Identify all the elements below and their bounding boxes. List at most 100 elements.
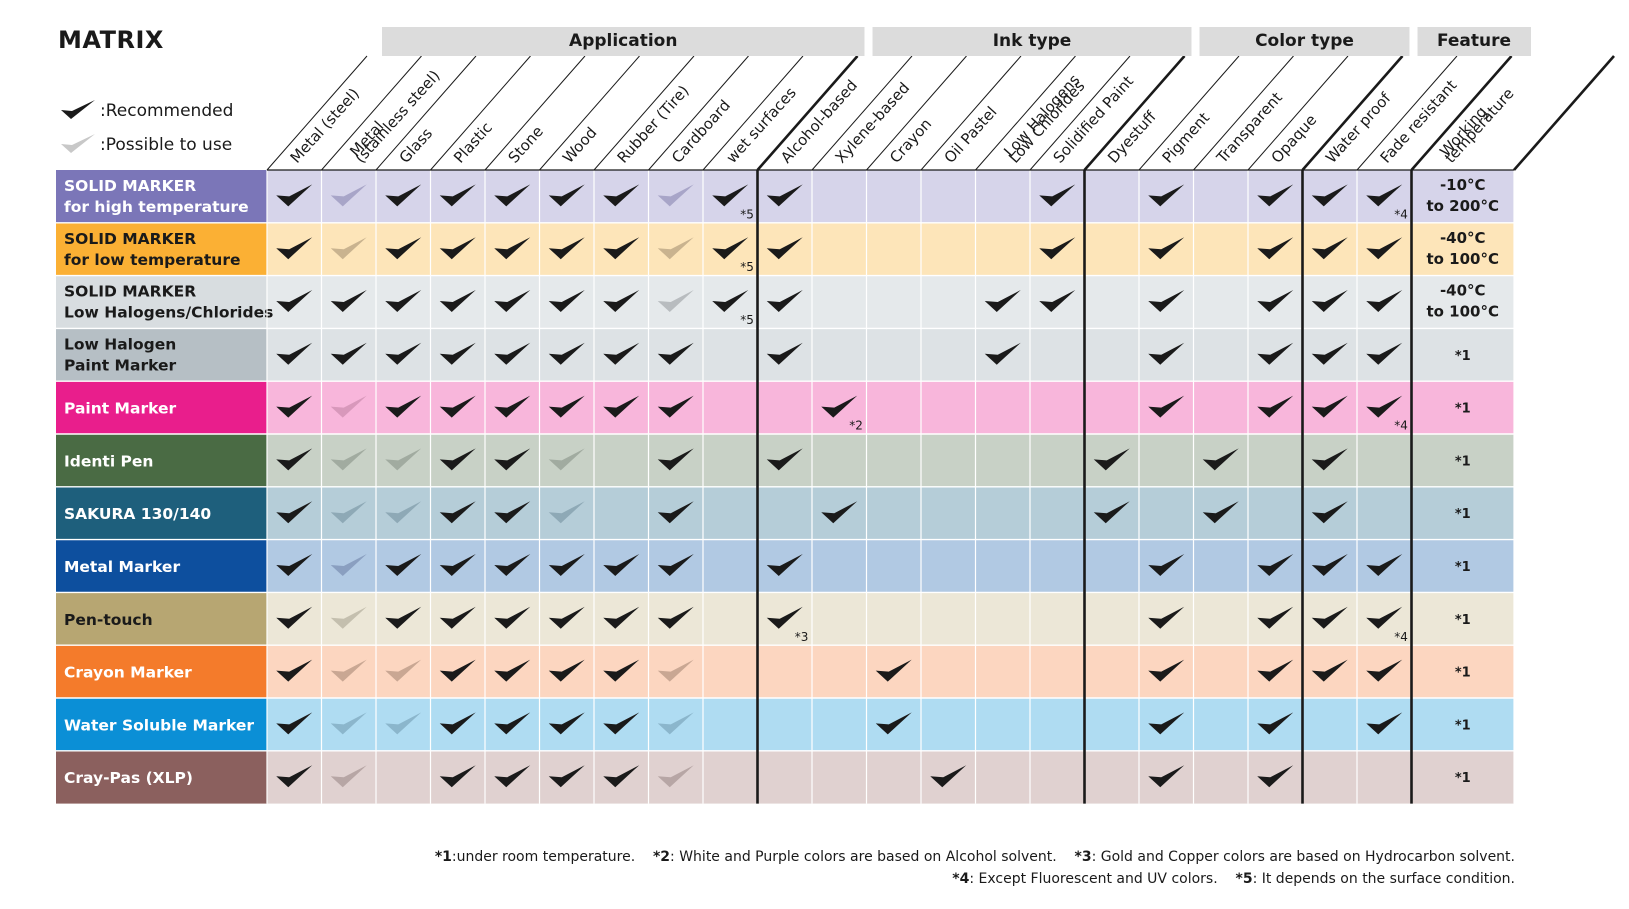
check-recommended-icon	[1366, 342, 1403, 365]
check-recommended-icon	[330, 342, 367, 365]
check-possible-icon	[330, 712, 367, 735]
check-recommended-icon	[1148, 184, 1185, 207]
working-temperature-value: *1	[1455, 666, 1471, 681]
check-recommended-icon	[439, 184, 476, 207]
check-recommended-icon	[603, 606, 640, 629]
check-recommended-icon	[657, 342, 694, 365]
header-diagonal	[321, 55, 422, 171]
footnotes: *1:under room temperature. *2: White and…	[435, 846, 1515, 890]
check-recommended-icon	[657, 606, 694, 629]
header-diagonal	[756, 55, 859, 171]
working-temperature-value: *1	[1455, 349, 1471, 364]
row-label: Pen-touch	[64, 611, 153, 629]
check-recommended-icon	[276, 554, 313, 576]
check-recommended-icon	[766, 342, 803, 365]
check-possible-icon	[385, 659, 422, 682]
header-diagonal	[702, 55, 804, 171]
check-recommended-icon	[276, 184, 313, 207]
group-header-label: Ink type	[993, 31, 1072, 51]
row-cells-bg	[267, 275, 1514, 329]
check-icon	[61, 100, 95, 119]
check-light-icon	[61, 134, 95, 153]
check-recommended-icon	[712, 237, 749, 260]
header-diagonal	[1193, 55, 1294, 171]
row-label-bg	[56, 592, 267, 646]
header-diagonal	[484, 55, 586, 171]
footnote-line-1: *1:under room temperature. *2: White and…	[435, 846, 1515, 868]
check-recommended-icon	[494, 765, 531, 788]
check-recommended-icon	[276, 712, 313, 735]
check-recommended-icon	[548, 184, 585, 207]
check-recommended-icon	[657, 554, 694, 576]
footnote-text: : White and Purple colors are based on A…	[670, 849, 1057, 865]
group-header-label: Color type	[1255, 31, 1354, 51]
check-footnote-mark: *4	[1394, 630, 1408, 644]
check-recommended-icon	[766, 184, 803, 207]
check-recommended-icon	[875, 712, 912, 735]
check-recommended-icon	[494, 554, 531, 576]
check-recommended-icon	[439, 501, 476, 524]
check-recommended-icon	[494, 448, 531, 471]
row-cells-bg	[267, 222, 1514, 276]
check-recommended-icon	[1366, 237, 1403, 260]
check-possible-icon	[330, 501, 367, 524]
check-recommended-icon	[385, 606, 422, 629]
header-diagonal	[1029, 55, 1131, 171]
header-diagonal	[1301, 55, 1404, 171]
check-recommended-icon	[494, 659, 531, 682]
group-header-label: Feature	[1437, 31, 1511, 51]
column-header-label: Opaque	[1268, 111, 1321, 167]
check-recommended-icon	[766, 554, 803, 576]
row-label: Low Halogens/Chlorides	[64, 304, 273, 322]
check-recommended-icon	[1148, 554, 1185, 576]
check-recommended-icon	[1148, 765, 1185, 788]
header-diagonal	[266, 55, 368, 171]
header-diagonal	[811, 55, 913, 171]
check-recommended-icon	[494, 606, 531, 629]
footnote-mark: *2	[652, 849, 671, 865]
check-recommended-icon	[276, 659, 313, 682]
check-recommended-icon	[821, 501, 858, 524]
check-recommended-icon	[712, 184, 749, 207]
column-header-label: wet surfaces	[723, 84, 800, 167]
check-recommended-icon	[494, 342, 531, 365]
check-recommended-icon	[385, 290, 422, 312]
column-header-label: Cardboard	[668, 96, 734, 166]
check-recommended-icon	[766, 606, 803, 629]
check-recommended-icon	[548, 765, 585, 788]
header-diagonal	[1410, 55, 1513, 171]
check-recommended-icon	[603, 554, 640, 576]
check-recommended-icon	[1257, 342, 1294, 365]
column-header-label: Water proof	[1322, 89, 1395, 167]
check-recommended-icon	[1366, 184, 1403, 207]
row-cells-bg	[267, 328, 1514, 382]
check-recommended-icon	[984, 342, 1021, 365]
check-recommended-icon	[330, 290, 367, 312]
check-recommended-icon	[1093, 501, 1130, 524]
check-possible-icon	[657, 290, 694, 312]
check-recommended-icon	[1257, 712, 1294, 735]
check-recommended-icon	[385, 395, 422, 418]
check-recommended-icon	[984, 290, 1021, 312]
check-recommended-icon	[766, 448, 803, 471]
check-recommended-icon	[276, 395, 313, 418]
check-possible-icon	[330, 659, 367, 682]
check-recommended-icon	[494, 712, 531, 735]
check-recommended-icon	[276, 765, 313, 788]
row-cells-bg	[267, 750, 1514, 804]
check-footnote-mark: *5	[740, 207, 754, 221]
footnote-mark: *4	[952, 871, 970, 887]
row-cells-bg	[267, 592, 1514, 646]
working-temperature-value: *1	[1455, 718, 1471, 733]
check-recommended-icon	[766, 290, 803, 312]
check-recommended-icon	[603, 712, 640, 735]
header-diagonal	[1138, 55, 1240, 171]
footnote-text: : It depends on the surface condition.	[1252, 871, 1515, 887]
column-header-label: Transparent	[1212, 89, 1286, 168]
working-temperature-value: *1	[1455, 613, 1471, 628]
check-recommended-icon	[439, 712, 476, 735]
check-recommended-icon	[494, 237, 531, 260]
check-recommended-icon	[1257, 606, 1294, 629]
check-recommended-icon	[1148, 395, 1185, 418]
